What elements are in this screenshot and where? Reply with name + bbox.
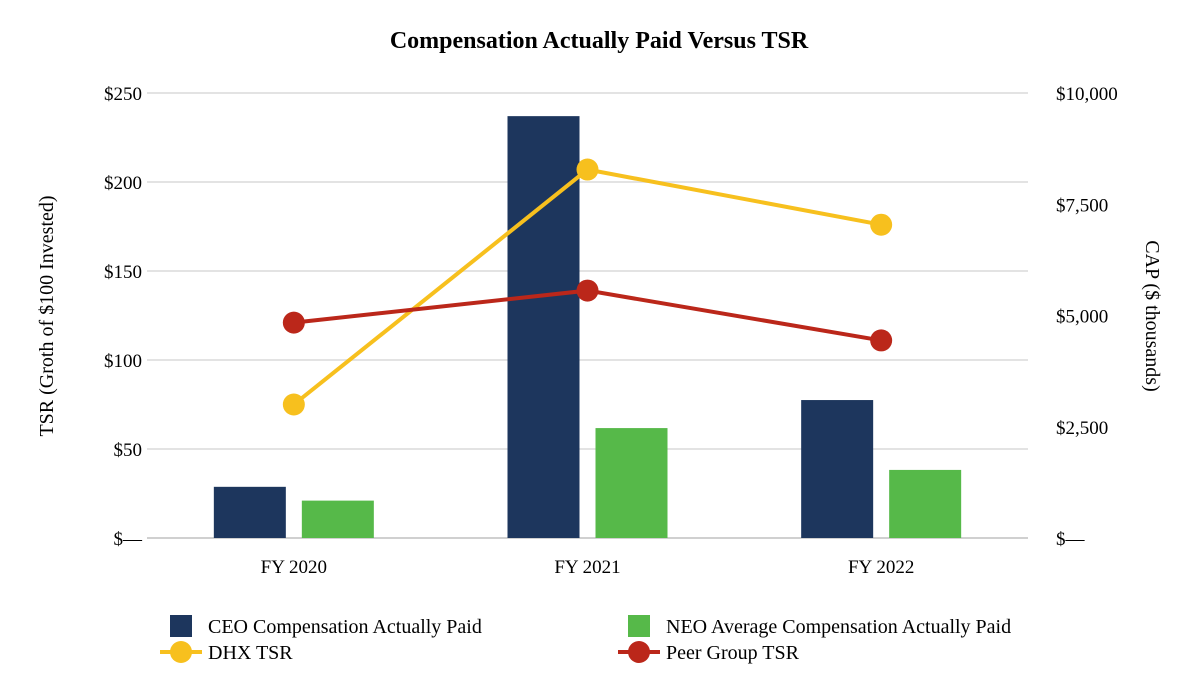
left-tick-label: $250 (104, 84, 142, 105)
x-tick-label: FY 2020 (261, 557, 327, 578)
legend-label-2: DHX TSR (208, 642, 293, 664)
bar-ceo-2 (801, 400, 874, 538)
line-point-1-1 (576, 279, 599, 302)
right-tick-label: $5,000 (1056, 307, 1108, 328)
right-tick-label: $7,500 (1056, 195, 1108, 216)
x-tick-label: FY 2021 (554, 557, 620, 578)
lines (282, 158, 893, 416)
right-axis-title: CAP ($ thousands) (1141, 240, 1163, 391)
legend-label-0: CEO Compensation Actually Paid (208, 616, 482, 638)
bar-ceo-1 (507, 116, 580, 538)
right-axis-ticks: $— $2,500 $5,000 $7,500 $10,000 (1056, 84, 1118, 550)
line-point-0-1 (576, 158, 599, 181)
line-point-0-2 (870, 213, 893, 236)
legend-swatch-1 (628, 615, 650, 637)
legend-label-1: NEO Average Compensation Actually Paid (666, 616, 1011, 638)
chart-title: Compensation Actually Paid Versus TSR (390, 28, 809, 54)
bar-neo-0 (301, 500, 374, 538)
right-tick-label: $2,500 (1056, 418, 1108, 439)
bar-neo-2 (889, 469, 962, 538)
legend-swatch-0 (170, 615, 192, 637)
left-tick-label: $— (114, 529, 144, 550)
right-tick-label: $— (1056, 529, 1086, 550)
line-point-1-2 (870, 329, 893, 352)
left-tick-label: $200 (104, 173, 142, 194)
gridlines (147, 92, 1028, 539)
left-axis-ticks: $— $50 $100 $150 $200 $250 (104, 84, 143, 550)
bar-neo-1 (595, 428, 668, 538)
left-tick-label: $150 (104, 262, 142, 283)
x-axis-ticks: FY 2020 FY 2021 FY 2022 (261, 557, 915, 578)
line-point-1-0 (282, 311, 305, 334)
right-tick-label: $10,000 (1056, 84, 1118, 105)
legend-marker-2 (170, 641, 192, 663)
bar-ceo-0 (213, 486, 286, 538)
legend-label-3: Peer Group TSR (666, 642, 800, 664)
line-point-0-0 (282, 393, 305, 416)
left-tick-label: $100 (104, 351, 142, 372)
left-axis-title: TSR (Groth of $100 Invested) (36, 195, 58, 436)
legend: CEO Compensation Actually Paid NEO Averag… (160, 615, 1011, 664)
left-tick-label: $50 (114, 440, 143, 461)
legend-marker-3 (628, 641, 650, 663)
x-tick-label: FY 2022 (848, 557, 914, 578)
